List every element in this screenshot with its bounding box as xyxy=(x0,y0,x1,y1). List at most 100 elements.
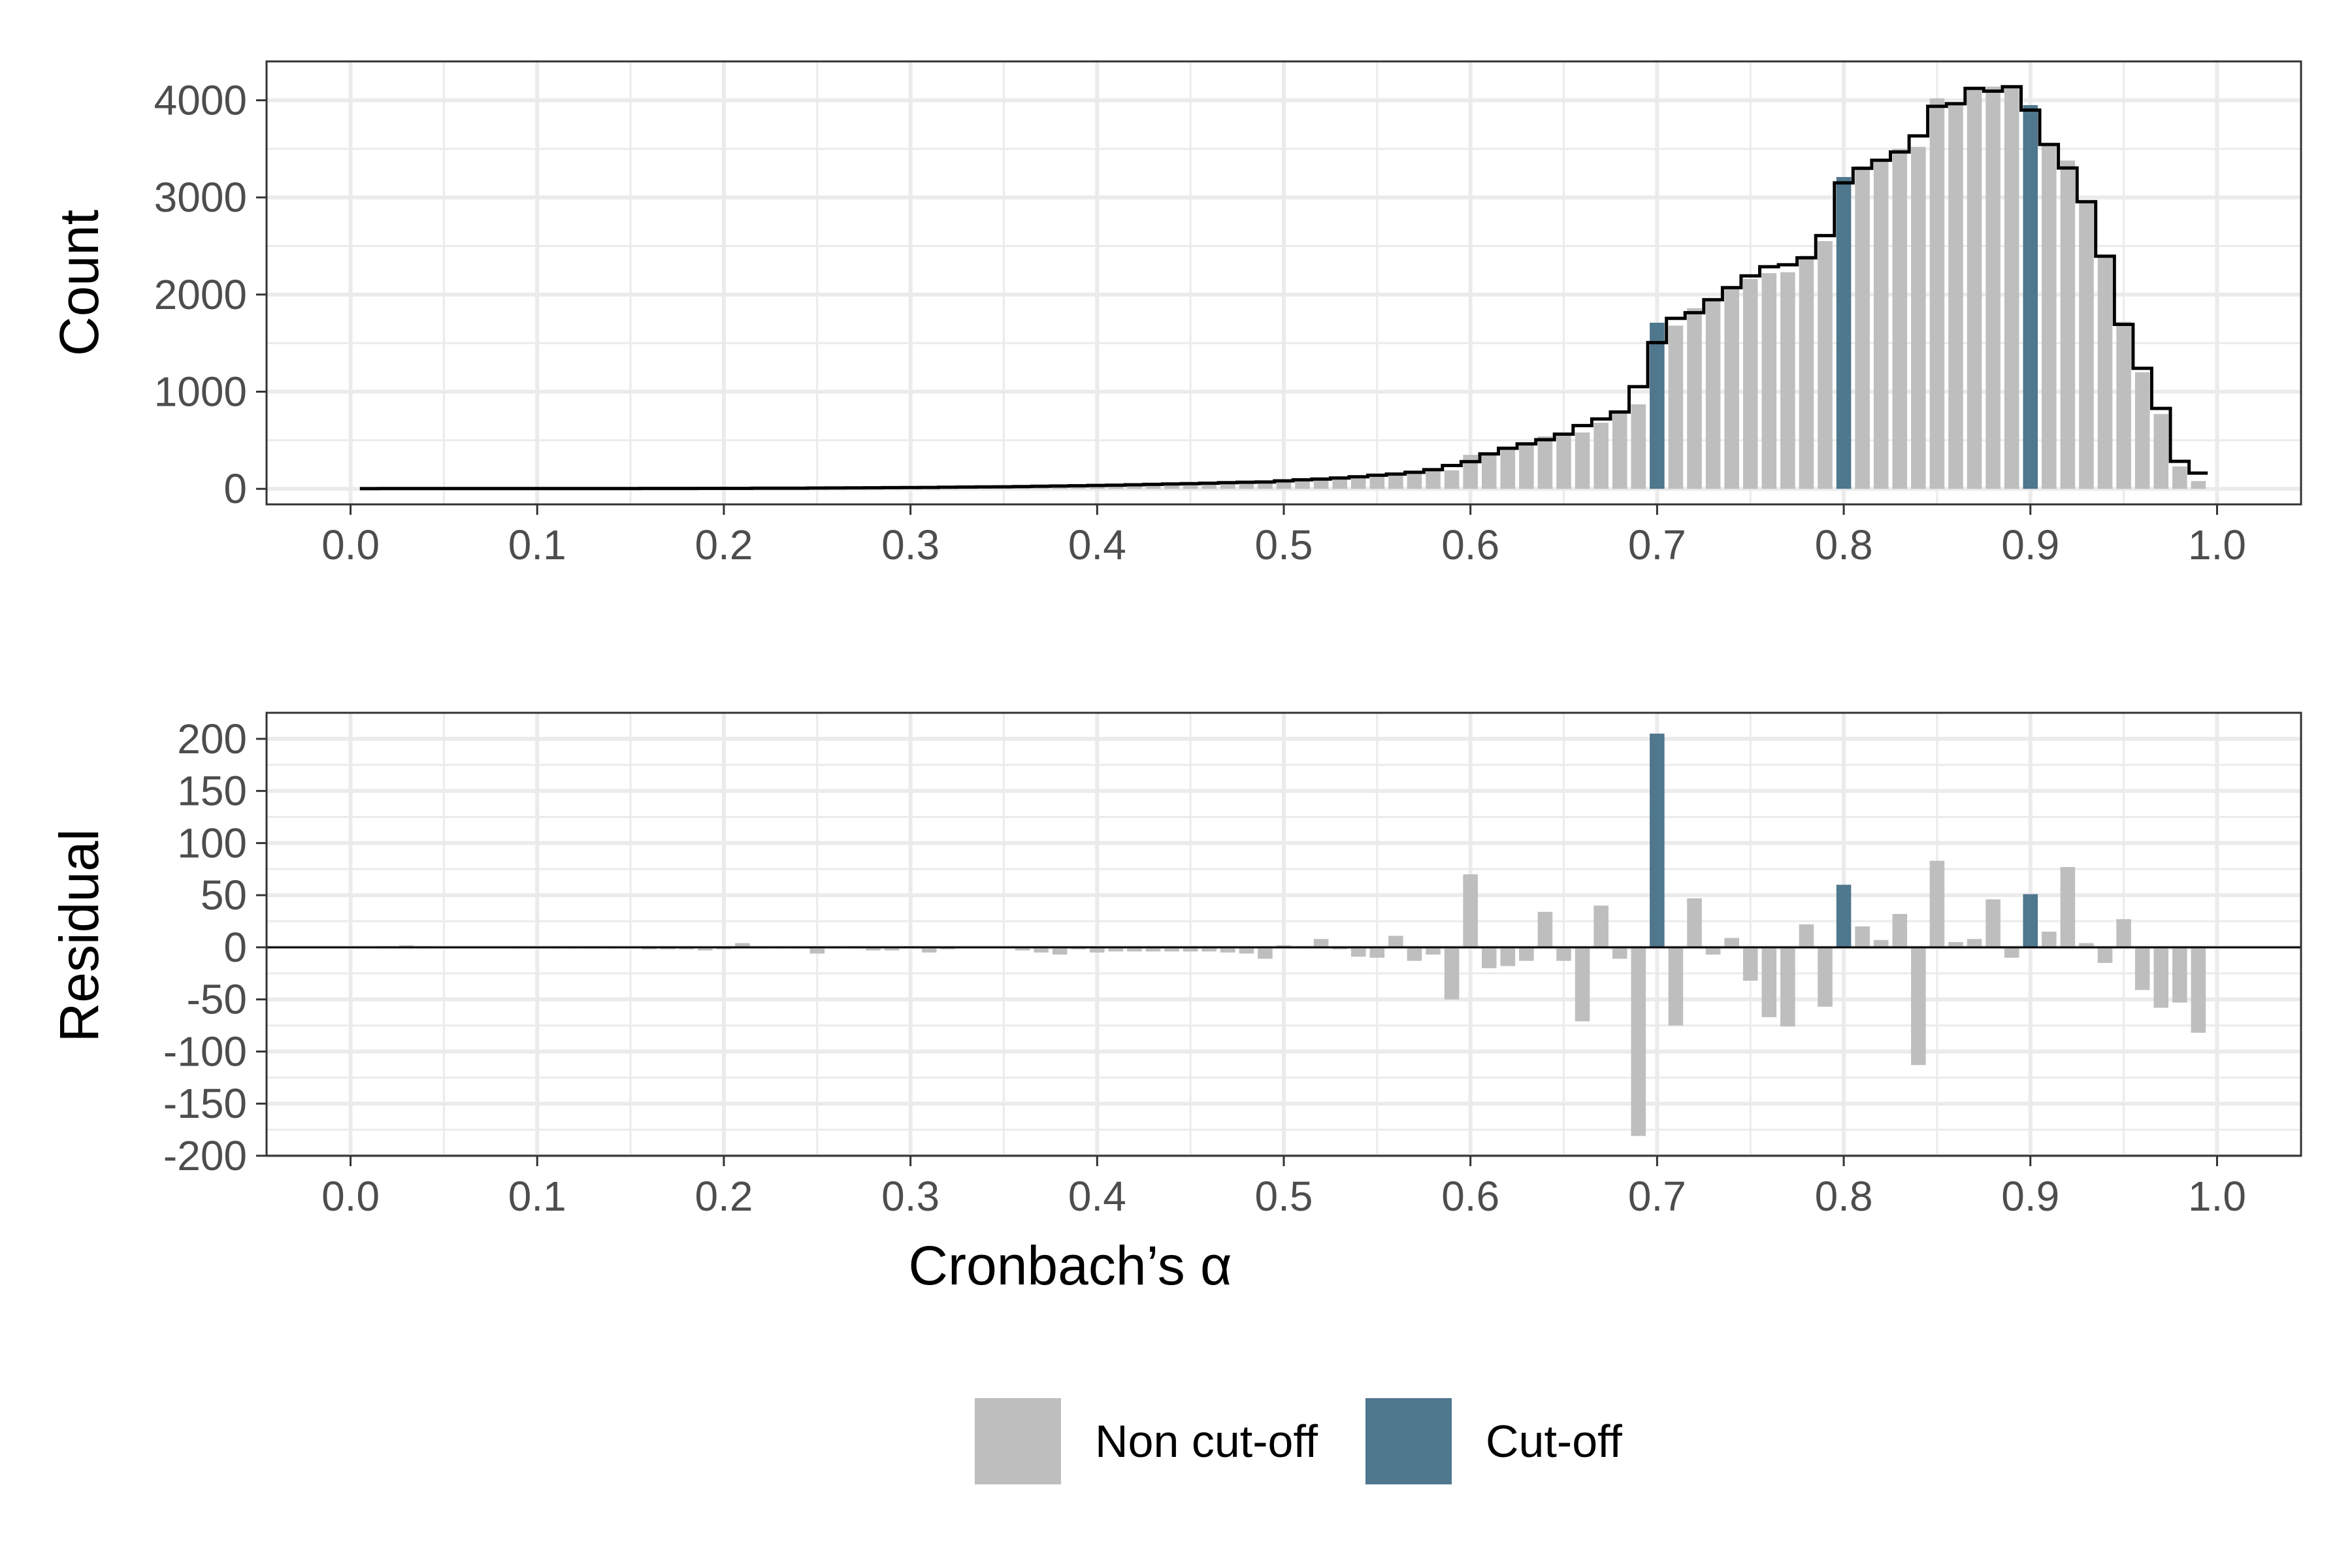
non-cutoff-bar xyxy=(698,947,713,951)
non-cutoff-bar xyxy=(2172,947,2187,1003)
x-tick-label: 0.7 xyxy=(1628,521,1686,568)
non-cutoff-bar xyxy=(716,947,732,950)
non-cutoff-bar xyxy=(1575,947,1590,1022)
non-cutoff-bar xyxy=(1724,286,1739,489)
y-tick-label: -50 xyxy=(187,976,248,1023)
non-cutoff-bar xyxy=(2060,867,2076,947)
non-cutoff-bar xyxy=(1090,947,1105,953)
non-cutoff-bar xyxy=(1631,404,1646,489)
cutoff-bar xyxy=(2023,105,2038,489)
residual-x-axis-title: Cronbach’s α xyxy=(908,1235,1232,1296)
non-cutoff-bar xyxy=(1892,913,1908,947)
y-tick-label: -200 xyxy=(163,1132,247,1179)
non-cutoff-bar xyxy=(1369,476,1385,489)
non-cutoff-bar xyxy=(1463,455,1478,489)
non-cutoff-bar xyxy=(2134,372,2150,489)
y-tick-label: 200 xyxy=(177,715,247,762)
non-cutoff-bar xyxy=(1201,483,1217,489)
non-cutoff-bar xyxy=(1612,947,1627,959)
non-cutoff-bar xyxy=(1612,413,1627,489)
non-cutoff-bar xyxy=(1220,483,1235,489)
non-cutoff-bar xyxy=(1108,947,1124,952)
x-tick-label: 0.9 xyxy=(2001,521,2059,568)
non-cutoff-bar xyxy=(1631,947,1646,1136)
non-cutoff-bar xyxy=(642,947,657,950)
x-tick-label: 1.0 xyxy=(2188,521,2246,568)
x-tick-label: 0.6 xyxy=(1441,521,1499,568)
non-cutoff-bar xyxy=(1687,898,1702,947)
non-cutoff-bar xyxy=(1463,874,1478,947)
non-cutoff-bar xyxy=(1090,485,1105,489)
non-cutoff-bar xyxy=(1258,483,1273,489)
non-cutoff-bar xyxy=(1258,947,1273,959)
y-tick-label: 2000 xyxy=(154,271,247,318)
y-tick-label: -150 xyxy=(163,1080,247,1127)
non-cutoff-bar xyxy=(1742,279,1758,489)
non-cutoff-bar xyxy=(1967,88,1982,489)
non-cutoff-bar xyxy=(1761,273,1777,489)
non-cutoff-bar xyxy=(1855,166,1870,489)
non-cutoff-bar xyxy=(1127,947,1142,952)
non-cutoff-bar xyxy=(1239,482,1254,489)
non-cutoff-bar xyxy=(660,947,676,950)
non-cutoff-bar xyxy=(1015,947,1030,951)
non-cutoff-bar xyxy=(2079,943,2094,947)
non-cutoff-bar xyxy=(1426,470,1441,489)
non-cutoff-bar xyxy=(2191,947,2206,1033)
y-tick-label: 3000 xyxy=(154,174,247,221)
non-cutoff-bar xyxy=(1593,423,1609,489)
non-cutoff-bar xyxy=(1537,911,1553,947)
non-cutoff-bar xyxy=(1127,485,1142,489)
non-cutoff-bar xyxy=(2004,947,2019,958)
non-cutoff-bar xyxy=(1948,941,1963,947)
non-cutoff-bar xyxy=(1780,272,1795,489)
legend-label-non-cutoff: Non cut-off xyxy=(1095,1416,1318,1467)
non-cutoff-bar xyxy=(1145,484,1161,489)
non-cutoff-bar xyxy=(2079,201,2094,489)
non-cutoff-bar xyxy=(1444,947,1460,1000)
non-cutoff-bar xyxy=(1575,432,1590,489)
non-cutoff-bar xyxy=(1034,947,1049,953)
non-cutoff-bar xyxy=(884,947,900,951)
cutoff-bar xyxy=(2023,894,2038,947)
non-cutoff-bar xyxy=(1929,860,1945,947)
x-tick-label: 0.1 xyxy=(508,1173,566,1220)
legend-key-non-cutoff xyxy=(975,1398,1061,1484)
residual-y-axis-title: Residual xyxy=(48,829,110,1043)
non-cutoff-bar xyxy=(1071,947,1086,950)
non-cutoff-bar xyxy=(2097,257,2113,489)
non-cutoff-bar xyxy=(1332,478,1347,489)
non-cutoff-bar xyxy=(1780,947,1795,1027)
x-tick-label: 0.4 xyxy=(1068,521,1126,568)
x-tick-label: 0.8 xyxy=(1815,1173,1873,1220)
non-cutoff-bar xyxy=(1481,453,1497,489)
non-cutoff-bar xyxy=(2116,919,2131,947)
non-cutoff-bar xyxy=(1818,947,1833,1007)
non-cutoff-bar xyxy=(1687,308,1702,489)
non-cutoff-bar xyxy=(1239,947,1254,954)
y-tick-label: 50 xyxy=(201,872,247,919)
non-cutoff-bar xyxy=(1276,480,1292,489)
non-cutoff-bar xyxy=(1985,86,2001,489)
y-tick-label: 0 xyxy=(223,924,247,971)
non-cutoff-bar xyxy=(2097,947,2113,963)
non-cutoff-bar xyxy=(1052,486,1068,489)
non-cutoff-bar xyxy=(1313,939,1329,947)
x-tick-label: 0.9 xyxy=(2001,1173,2059,1220)
non-cutoff-bar xyxy=(1519,445,1534,489)
non-cutoff-bar xyxy=(1220,947,1235,953)
non-cutoff-bar xyxy=(1164,947,1179,952)
non-cutoff-bar xyxy=(1799,255,1814,489)
non-cutoff-bar xyxy=(1668,947,1684,1026)
non-cutoff-bar xyxy=(1593,906,1609,947)
non-cutoff-bar xyxy=(1407,947,1422,961)
non-cutoff-bar xyxy=(1313,478,1329,489)
non-cutoff-bar xyxy=(1350,478,1366,489)
non-cutoff-bar xyxy=(1556,947,1571,961)
count-bars xyxy=(361,86,2206,489)
non-cutoff-bar xyxy=(2134,947,2150,990)
non-cutoff-bar xyxy=(1388,472,1403,489)
y-tick-label: 4000 xyxy=(154,76,247,123)
x-tick-label: 0.5 xyxy=(1255,521,1313,568)
